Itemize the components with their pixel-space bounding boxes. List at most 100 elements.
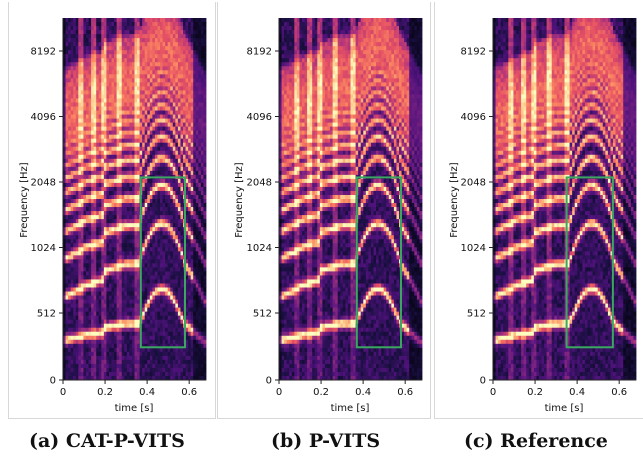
spectrogram-cell [172,134,176,140]
spectrogram-cell [73,158,77,164]
spectrogram-cell [85,299,89,304]
spectrogram-cell [152,299,156,304]
spectrogram-cell [114,98,118,103]
spectrogram-cell [137,223,140,228]
spectrogram-cell [200,315,204,321]
spectrogram-cell [172,275,176,280]
spectrogram-cell [111,114,115,119]
spectrogram-cell [103,335,107,341]
spectrogram-cell [108,303,112,308]
spectrogram-cell [160,154,163,160]
spectrogram-cell [106,211,110,216]
spectrogram-cell [126,82,130,87]
spectrogram-cell [114,174,118,180]
spectrogram-cell [75,335,79,341]
spectrogram-cell [185,239,189,244]
spectrogram-cell [78,351,82,357]
spectrogram-cell [91,223,95,228]
spectrogram-cell [149,90,153,95]
spectrogram-cell [91,199,95,204]
spectrogram-cell [98,190,102,196]
spectrogram-cell [88,251,92,256]
spectrogram-cell [167,375,171,381]
spectrogram-cell [91,335,95,341]
spectrogram-cell [85,323,89,329]
spectrogram-cell [188,66,192,71]
spectrogram-cell [162,146,166,152]
spectrogram-cell [78,335,82,341]
spectrogram-cell [190,319,194,325]
spectrogram-cell [134,126,138,132]
spectrogram-cell [68,235,72,240]
spectrogram-cell [114,371,118,377]
spectrogram-cell [85,94,89,99]
spectrogram-cell [129,323,133,329]
spectrogram-cell [200,271,204,276]
spectrogram-cell [195,142,199,148]
spectrogram-cell [167,30,171,35]
spectrogram-cell [188,295,192,300]
spectrogram-cell [147,251,151,256]
spectrogram-cell [177,162,181,168]
spectrogram-cell [200,319,204,325]
spectrogram-cell [85,126,89,132]
spectrogram-cell [188,347,192,353]
spectrogram-cell [121,58,125,63]
spectrogram-cell [160,18,163,23]
spectrogram-cell [144,355,148,361]
spectrogram-cell [101,146,105,152]
spectrogram-cell [111,367,115,373]
spectrogram-cell [119,154,123,160]
spectrogram-cell [147,66,151,71]
spectrogram-cell [98,347,102,353]
spectrogram-cell [203,194,207,200]
spectrogram-cell [108,327,112,333]
spectrogram-cell [75,239,79,244]
spectrogram-cell [165,215,169,220]
spectrogram-cell [195,259,199,264]
spectrogram-cell [185,263,189,268]
spectrogram-cell [154,154,158,160]
spectrogram-cell [200,351,204,357]
spectrogram-cell [200,243,204,248]
spectrogram-cell [65,118,69,123]
spectrogram-cell [108,247,112,252]
spectrogram-cell [70,347,74,353]
spectrogram-cell [88,291,92,296]
spectrogram-cell [126,355,130,361]
spectrogram-cell [108,335,112,341]
spectrogram-cell [167,54,171,59]
spectrogram-cell [175,94,179,99]
spectrogram-cell [85,30,89,35]
spectrogram-cell [91,235,95,240]
spectrogram-cell [80,335,84,341]
spectrogram-cell [142,82,146,87]
spectrogram-cell [177,102,181,107]
spectrogram-cell [70,78,74,83]
spectrogram-cell [80,375,84,381]
spectrogram-cell [91,327,95,333]
spectrogram-cell [121,295,125,300]
spectrogram-cell [106,62,110,67]
spectrogram-cell [83,70,87,75]
spectrogram-cell [114,267,118,272]
spectrogram-cell [195,219,199,224]
spectrogram-cell [129,307,133,313]
spectrogram-cell [68,74,72,79]
spectrogram-cell [101,367,105,373]
spectrogram-cell [144,74,148,79]
spectrogram-cell [121,199,125,204]
spectrogram-cell [85,194,89,200]
spectrogram-cell [137,34,140,39]
spectrogram-cell [170,279,174,284]
spectrogram-cell [108,54,112,59]
spectrogram-cell [134,170,138,176]
spectrogram-cell [203,190,207,196]
spectrogram-cell [165,50,169,55]
spectrogram-cell [177,371,181,377]
spectrogram-cell [165,327,169,333]
spectrogram-cell [165,142,169,148]
spectrogram-cell [190,199,194,204]
spectrogram-cell [91,367,95,373]
spectrogram-cell [106,82,110,87]
